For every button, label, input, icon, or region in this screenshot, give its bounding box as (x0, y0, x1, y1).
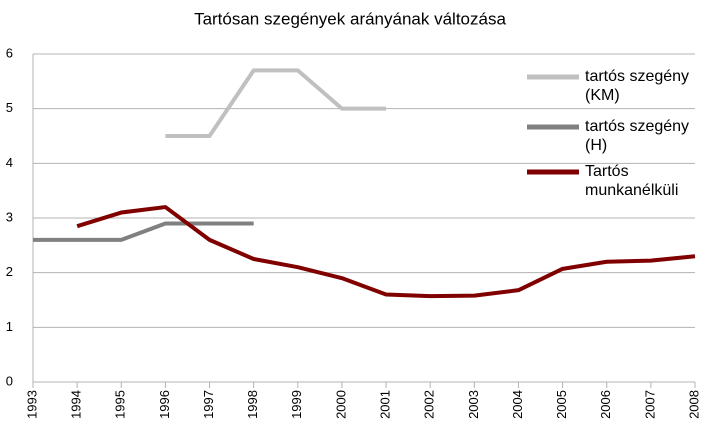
x-tick-label: 2007 (642, 390, 657, 419)
y-tick-label: 3 (6, 209, 13, 224)
y-tick-label: 0 (6, 373, 13, 388)
series-line (33, 221, 254, 242)
y-tick-label: 2 (6, 264, 13, 279)
x-tick-label: 2006 (598, 390, 613, 419)
series-line (165, 68, 387, 138)
x-tick-label: 1993 (24, 390, 39, 419)
legend-label: tartós szegény (KM) (585, 68, 690, 104)
x-tick-label: 1997 (201, 390, 216, 419)
x-tick-label: 2001 (378, 390, 393, 419)
y-tick-label: 5 (6, 100, 13, 115)
x-tick-label: 1994 (69, 390, 84, 419)
x-tick-label: 1996 (157, 390, 172, 419)
y-tick-label: 4 (6, 155, 13, 170)
x-tick-label: 2008 (686, 390, 701, 419)
series-line (76, 205, 696, 299)
legend-label: Tartós munkanélküli (585, 163, 679, 199)
x-tick-label: 1999 (289, 390, 304, 419)
y-tick-label: 6 (6, 45, 13, 60)
x-tick-label: 2004 (510, 390, 525, 419)
x-tick-label: 2002 (422, 390, 437, 419)
legend-label: tartós szegény (H) (585, 118, 690, 154)
chart-title: Tartósan szegények arányának változása (194, 9, 506, 28)
x-tick-label: 2003 (466, 390, 481, 419)
x-tick-label: 2005 (554, 390, 569, 419)
x-tick-label: 1995 (113, 390, 128, 419)
x-tick-label: 2000 (333, 390, 348, 419)
x-tick-label: 1998 (245, 390, 260, 419)
y-tick-label: 1 (6, 319, 13, 334)
